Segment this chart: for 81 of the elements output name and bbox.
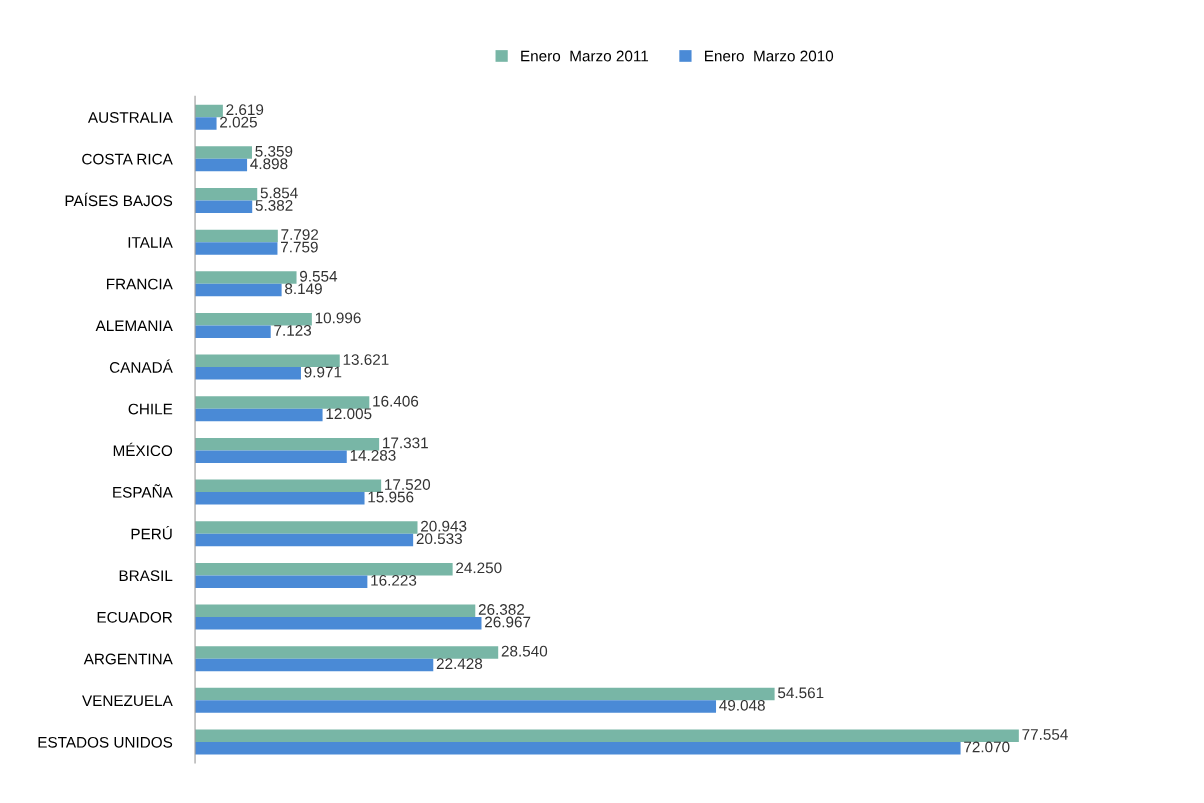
bar <box>195 229 278 243</box>
y-tick-label: MÉXICO <box>113 442 173 457</box>
bar <box>195 687 775 701</box>
data-label: 17.331 <box>383 437 428 449</box>
data-label: 16.223 <box>371 574 417 586</box>
data-label: 7.759 <box>281 241 318 253</box>
bar <box>195 742 961 755</box>
bar <box>195 700 717 713</box>
data-label: 13.621 <box>343 354 389 365</box>
bar <box>195 533 414 547</box>
data-label: 20.943 <box>421 520 467 532</box>
y-tick-label: ALEMANIA <box>95 320 173 331</box>
bar <box>195 200 253 213</box>
bar <box>195 575 368 588</box>
legend-label: Enero Marzo 2010 <box>705 50 834 62</box>
bar <box>195 450 347 463</box>
bar <box>195 604 476 618</box>
y-tick-label: BRASIL <box>119 570 173 582</box>
y-tick-label: ECUADOR <box>97 611 173 623</box>
data-label: 26.967 <box>485 616 531 628</box>
bar <box>195 521 418 534</box>
data-label: 22.428 <box>436 658 483 670</box>
bar <box>195 271 297 284</box>
data-label: 54.561 <box>777 687 824 699</box>
bar <box>195 646 499 659</box>
y-tick-label: ESTADOS UNIDOS <box>38 736 173 748</box>
data-label: 8.149 <box>285 283 322 295</box>
y-tick-label: COSTA RICA <box>82 153 173 165</box>
data-label: 12.005 <box>326 408 372 420</box>
data-label: 4.898 <box>250 158 288 170</box>
bar <box>195 617 482 630</box>
legend-label: Enero Marzo 2011 <box>521 50 649 62</box>
data-label: 15.956 <box>368 491 414 503</box>
bar <box>195 408 323 422</box>
data-label: 7.123 <box>274 325 312 336</box>
y-tick-label: VENEZUELA <box>82 695 173 707</box>
y-tick-label: ITALIA <box>128 237 173 248</box>
data-label: 28.540 <box>501 645 548 657</box>
data-label: 14.283 <box>350 449 396 461</box>
bar <box>195 188 258 201</box>
data-label: 5.359 <box>255 145 293 157</box>
y-tick-label: FRANCIA <box>107 278 173 290</box>
y-tick-label: AUSTRALIA <box>87 112 173 123</box>
data-label: 16.406 <box>373 395 419 407</box>
data-label: 17.520 <box>385 479 431 490</box>
data-label: 24.250 <box>456 562 502 574</box>
data-label: 2.619 <box>226 104 264 116</box>
bar <box>195 562 453 576</box>
bar <box>195 325 271 338</box>
y-tick-label: PAÍSES BAJOS <box>65 192 173 207</box>
bar <box>195 396 370 409</box>
y-tick-label: ARGENTINA <box>83 653 173 665</box>
bar <box>195 283 282 297</box>
bar <box>195 479 382 493</box>
data-label: 20.533 <box>416 533 462 545</box>
y-tick-label: CHILE <box>128 403 173 415</box>
y-tick-label: CANADÁ <box>109 359 173 373</box>
bar <box>195 158 248 172</box>
data-label: 49.048 <box>719 699 765 711</box>
data-label: 7.792 <box>281 229 319 241</box>
bar <box>195 729 1019 743</box>
bar <box>195 242 278 255</box>
bar <box>195 367 301 380</box>
bar <box>195 354 340 368</box>
data-label: 5.382 <box>255 200 293 211</box>
y-tick-label: ESPAÑA <box>113 484 173 498</box>
data-label: 2.025 <box>220 116 257 128</box>
data-label: 9.554 <box>300 270 338 282</box>
y-tick-label: PERÚ <box>131 526 172 540</box>
bar <box>195 117 217 130</box>
data-label: 77.554 <box>1022 729 1068 740</box>
data-label: 9.971 <box>304 366 342 378</box>
bar <box>195 104 223 118</box>
data-label: 72.070 <box>964 741 1010 753</box>
data-label: 10.996 <box>315 312 361 324</box>
bar <box>195 492 365 505</box>
data-label: 26.382 <box>478 604 525 615</box>
bar <box>195 658 434 672</box>
bar <box>195 312 312 326</box>
bar <box>195 146 252 159</box>
data-label: 5.854 <box>260 187 298 199</box>
